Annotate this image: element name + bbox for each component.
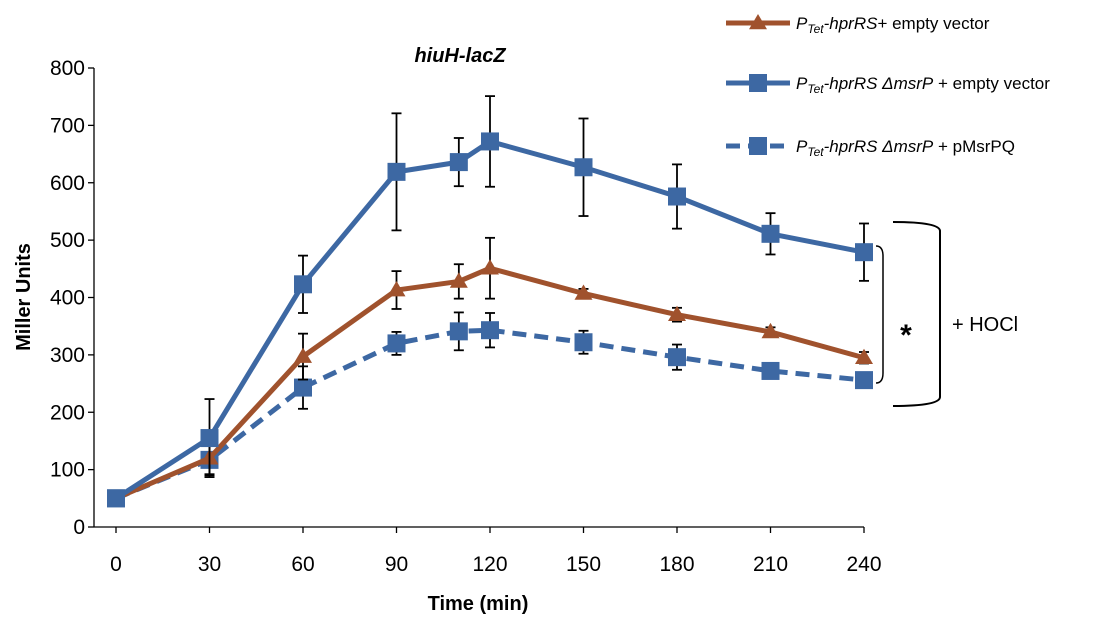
data-point — [294, 347, 312, 363]
series-line — [114, 138, 865, 501]
x-tick-label: 30 — [198, 553, 221, 576]
series-1 — [107, 95, 873, 508]
hocl-label: + HOCl — [952, 314, 1018, 336]
legend-label: PTet-hprRS ΔmsrP + pMsrPQ — [796, 137, 1015, 159]
data-point — [387, 334, 406, 353]
y-tick-label: 0 — [73, 516, 85, 539]
data-point — [449, 153, 468, 172]
legend-label-part: -hprRS ΔmsrP — [824, 137, 934, 156]
bracket-inner — [875, 245, 884, 384]
data-point — [668, 348, 686, 367]
plot-area: 0 100 200 300 400 500 600 700 800 0 30 60 90 120 150 1… — [50, 57, 882, 576]
legend-label-part: -hprRS — [824, 14, 879, 33]
data-point — [449, 272, 468, 288]
data-point — [574, 333, 593, 352]
series-layer — [107, 95, 873, 508]
data-point — [855, 348, 873, 365]
y-tick-label: 200 — [50, 401, 85, 424]
legend-label-part: Tet — [807, 82, 824, 96]
legend-label-part: P — [796, 137, 808, 156]
legend-item-2: PTet-hprRS ΔmsrP + pMsrPQ — [726, 137, 1015, 159]
y-tick-label: 300 — [50, 344, 85, 367]
significance-bracket: * + HOCl — [875, 221, 1018, 407]
y-axis-ticks: 0 100 200 300 400 500 600 700 800 — [50, 57, 94, 539]
bracket-right — [892, 221, 941, 407]
y-tick-label: 100 — [50, 459, 85, 482]
data-point — [855, 243, 873, 262]
significance-star: * — [900, 319, 912, 352]
data-point — [294, 275, 312, 294]
data-point — [387, 281, 406, 297]
series-line — [115, 265, 865, 501]
x-tick-label: 180 — [659, 553, 694, 576]
y-tick-label: 600 — [50, 172, 85, 195]
legend-label: PTet-hprRS+ empty vector — [796, 14, 990, 36]
x-axis-ticks: 0 30 60 90 120 150 180 210 240 — [110, 527, 882, 576]
series-line — [115, 327, 865, 501]
data-point — [761, 224, 780, 243]
x-tick-label: 0 — [110, 553, 122, 576]
data-point — [668, 305, 686, 322]
x-tick-label: 240 — [846, 553, 881, 576]
data-point — [481, 321, 499, 340]
x-tick-label: 150 — [566, 553, 601, 576]
y-tick-label: 700 — [50, 114, 85, 137]
data-point — [855, 371, 873, 390]
legend-label-part: P — [796, 14, 808, 33]
data-point — [574, 158, 593, 177]
data-point — [107, 489, 125, 508]
legend-label-part: + empty vector — [933, 74, 1050, 93]
x-tick-label: 60 — [291, 553, 314, 576]
legend-label: PTet-hprRS ΔmsrP + empty vector — [796, 74, 1050, 96]
x-tick-label: 120 — [472, 553, 507, 576]
y-tick-label: 500 — [50, 229, 85, 252]
legend-swatch-marker — [749, 137, 767, 155]
legend-item-0: PTet-hprRS+ empty vector — [726, 14, 990, 36]
legend-label-part: -hprRS ΔmsrP — [824, 74, 934, 93]
y-axis-title: Miller Units — [13, 243, 35, 351]
data-point — [481, 259, 499, 275]
legend-label-part: + pMsrPQ — [933, 137, 1015, 156]
x-tick-label: 90 — [385, 553, 408, 576]
data-point — [761, 361, 780, 380]
data-point — [761, 322, 780, 339]
data-point — [481, 132, 499, 151]
legend-item-1: PTet-hprRS ΔmsrP + empty vector — [726, 74, 1050, 96]
data-point — [449, 322, 468, 341]
legend-swatch-marker — [749, 74, 767, 92]
data-point — [387, 162, 406, 181]
legend-label-part: Tet — [807, 22, 824, 36]
y-tick-label: 800 — [50, 57, 85, 80]
series-0 — [107, 236, 873, 505]
x-axis-title: Time (min) — [428, 593, 529, 615]
data-point — [200, 429, 219, 448]
data-point — [574, 284, 593, 300]
data-point — [294, 378, 312, 397]
data-point — [668, 187, 686, 206]
y-tick-label: 400 — [50, 287, 85, 310]
series-2 — [107, 311, 873, 508]
legend-label-part: Tet — [807, 145, 824, 159]
x-tick-label: 210 — [753, 553, 788, 576]
legend-label-part: + empty vector — [877, 14, 989, 33]
legend-swatch-marker — [749, 14, 767, 30]
legend-label-part: P — [796, 74, 808, 93]
chart-title: hiuH-lacZ — [414, 45, 506, 67]
